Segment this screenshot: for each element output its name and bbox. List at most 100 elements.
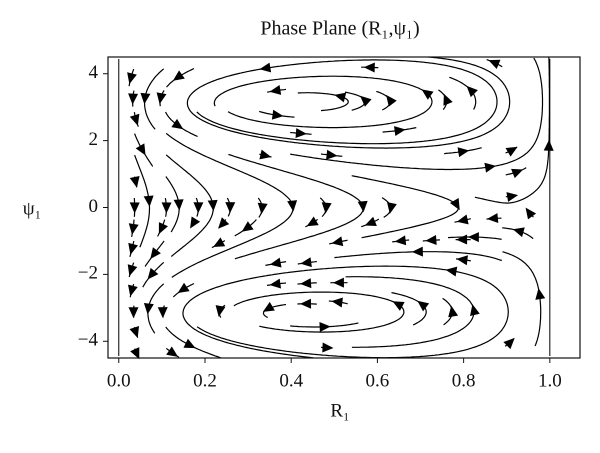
stream-arrow bbox=[357, 200, 368, 213]
stream-arrow bbox=[332, 277, 344, 288]
streamline bbox=[233, 291, 405, 333]
y-tick-label: 4 bbox=[89, 62, 99, 83]
stream-arrow bbox=[166, 346, 179, 357]
stream-arrow bbox=[130, 347, 140, 360]
streamline bbox=[502, 251, 542, 347]
x-axis-label: R₁ bbox=[330, 400, 349, 421]
stream-arrow bbox=[503, 337, 515, 350]
stream-arrow bbox=[127, 264, 138, 277]
stream-arrow bbox=[300, 298, 312, 309]
streamline bbox=[165, 154, 214, 257]
stream-arrow bbox=[172, 70, 185, 81]
stream-arrow bbox=[421, 89, 434, 100]
streamline bbox=[182, 265, 509, 359]
stream-arrow bbox=[467, 232, 479, 243]
stream-arrow bbox=[484, 162, 497, 173]
stream-arrow bbox=[269, 278, 282, 289]
stream-arrow bbox=[387, 202, 397, 214]
x-tick-label: 0.4 bbox=[279, 370, 303, 391]
stream-arrow bbox=[128, 307, 139, 319]
stream-arrow bbox=[257, 202, 268, 215]
y-axis-label: ψ₁ bbox=[23, 198, 42, 219]
stream-arrow bbox=[225, 202, 236, 214]
stream-arrow bbox=[215, 305, 226, 317]
stream-arrow bbox=[505, 146, 518, 157]
stream-arrow bbox=[128, 284, 138, 297]
streamline bbox=[351, 175, 459, 239]
streamline bbox=[165, 111, 198, 138]
stream-arrow bbox=[128, 93, 139, 105]
stream-arrow bbox=[157, 307, 168, 319]
stream-arrow bbox=[470, 304, 480, 316]
stream-arrow bbox=[443, 93, 453, 106]
stream-arrow bbox=[411, 246, 423, 257]
stream-arrow bbox=[269, 257, 282, 268]
stream-arrow bbox=[319, 322, 331, 333]
stream-arrow bbox=[147, 267, 159, 280]
stream-arrow bbox=[535, 288, 546, 300]
stream-arrow bbox=[360, 95, 372, 107]
stream-arrow bbox=[425, 235, 437, 246]
stream-arrow bbox=[129, 202, 140, 214]
stream-arrow bbox=[127, 72, 137, 85]
stream-arrow bbox=[525, 207, 537, 220]
stream-arrow bbox=[448, 305, 459, 318]
stream-arrow bbox=[306, 216, 319, 227]
x-tick-label: 0.8 bbox=[452, 370, 476, 391]
stream-arrow bbox=[156, 92, 167, 105]
streamline bbox=[213, 75, 433, 129]
y-tick-label: 0 bbox=[89, 196, 99, 217]
stream-arrow bbox=[129, 175, 140, 188]
stream-arrow bbox=[331, 236, 344, 247]
stream-arrow bbox=[456, 234, 468, 245]
stream-arrow bbox=[322, 342, 334, 353]
stream-arrow bbox=[128, 242, 138, 255]
stream-arrow bbox=[334, 92, 347, 103]
streamline bbox=[474, 57, 550, 204]
stream-arrow bbox=[449, 198, 460, 211]
x-tick-label: 0.2 bbox=[193, 370, 217, 391]
stream-arrow bbox=[129, 326, 140, 339]
stream-arrow bbox=[262, 301, 275, 312]
stream-arrow bbox=[269, 85, 282, 95]
chart-title: Phase Plane (R₁,ψ₁) bbox=[260, 18, 419, 40]
stream-arrow bbox=[466, 85, 478, 98]
stream-arrow bbox=[190, 216, 201, 229]
stream-arrow bbox=[445, 266, 458, 277]
stream-arrow bbox=[158, 222, 169, 235]
stream-arrow bbox=[511, 168, 524, 179]
stream-arrow bbox=[295, 128, 307, 139]
stream-arrow bbox=[512, 227, 525, 238]
stream-arrow bbox=[183, 338, 196, 349]
stream-arrow bbox=[457, 147, 470, 158]
stream-arrow bbox=[129, 113, 140, 126]
stream-arrow bbox=[417, 300, 430, 312]
stream-arrow bbox=[394, 126, 406, 136]
x-tick-label: 0.6 bbox=[366, 370, 390, 391]
stream-arrow bbox=[173, 199, 184, 211]
streamlines bbox=[118, 56, 554, 360]
y-tick-label: 2 bbox=[89, 129, 99, 150]
stream-arrow bbox=[394, 235, 407, 246]
stream-arrow bbox=[140, 92, 151, 105]
stream-arrow bbox=[364, 216, 377, 227]
stream-arrow bbox=[150, 247, 161, 260]
stream-arrow bbox=[259, 149, 272, 160]
stream-arrow bbox=[241, 221, 254, 232]
stream-arrow bbox=[486, 213, 499, 224]
stream-arrow bbox=[543, 139, 554, 151]
stream-arrow bbox=[456, 255, 468, 266]
streamline bbox=[228, 153, 364, 260]
stream-arrow bbox=[363, 62, 375, 73]
stream-arrow bbox=[331, 297, 343, 308]
stream-arrow bbox=[271, 109, 284, 120]
stream-arrow bbox=[218, 217, 230, 229]
stream-arrow bbox=[143, 195, 154, 207]
stream-arrow bbox=[207, 199, 218, 212]
x-tick-label: 0.0 bbox=[107, 370, 131, 391]
stream-arrow bbox=[326, 149, 338, 160]
y-tick-label: −4 bbox=[78, 330, 99, 351]
stream-arrow bbox=[321, 202, 332, 214]
stream-arrow bbox=[392, 301, 405, 311]
x-tick-label: 1.0 bbox=[538, 370, 562, 391]
